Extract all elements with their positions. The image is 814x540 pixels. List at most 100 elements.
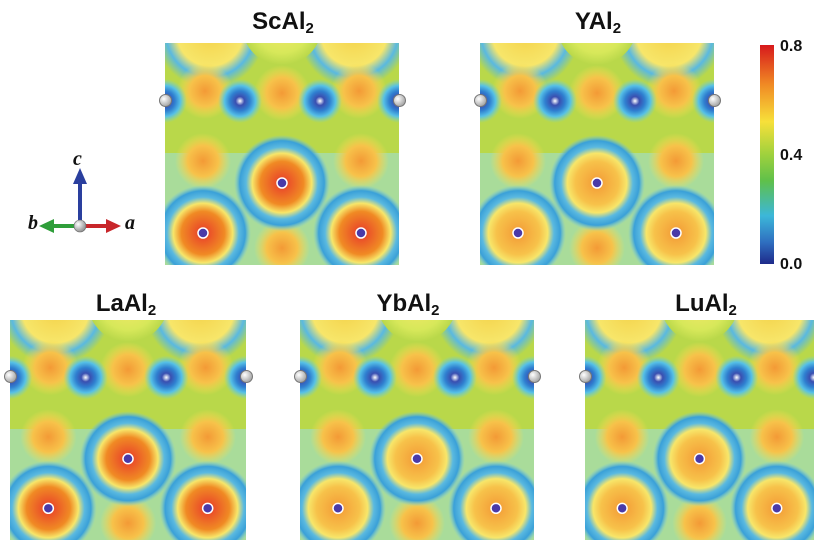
atom-marker xyxy=(122,453,134,465)
panel-title-yal2: YAl2 xyxy=(574,8,622,37)
panel-title-lual2: LuAl2 xyxy=(675,290,737,319)
al-site xyxy=(63,355,108,400)
edge-atom-icon xyxy=(4,370,17,383)
panel-title-scal2: ScAl2 xyxy=(252,8,314,37)
edge-atom-icon xyxy=(240,370,253,383)
density-map-scal2 xyxy=(165,43,399,265)
density-lobe xyxy=(672,495,727,540)
edge-atom-icon xyxy=(159,94,172,107)
density-lobe xyxy=(749,409,805,465)
al-site xyxy=(715,355,759,400)
al-site xyxy=(433,355,477,400)
al-site xyxy=(165,79,187,123)
top-arc xyxy=(381,320,453,342)
b-axis-label: b xyxy=(28,212,38,234)
density-lobe xyxy=(254,65,310,121)
density-lobe xyxy=(466,339,522,396)
colorbar-tick-mid: 0.4 xyxy=(780,147,803,164)
a-axis-label: a xyxy=(125,212,135,234)
top-arc xyxy=(561,43,633,65)
atom-marker xyxy=(771,502,783,514)
density-lobe xyxy=(594,409,650,465)
axis-arrows xyxy=(39,168,121,233)
top-arc xyxy=(664,320,735,342)
density-map-laal2 xyxy=(10,320,246,540)
re-site xyxy=(448,460,534,540)
atom-marker xyxy=(670,227,682,239)
re-site xyxy=(313,185,399,265)
al-site xyxy=(144,355,189,400)
atom-marker xyxy=(411,453,423,465)
edge-atom-icon xyxy=(708,94,721,107)
al-site xyxy=(636,355,680,400)
edge-atom-icon xyxy=(579,370,592,383)
colorbar-tick-bottom: 0.0 xyxy=(780,256,803,273)
atom-marker xyxy=(201,502,214,514)
density-lobe xyxy=(569,65,625,121)
atom-marker xyxy=(332,502,344,514)
re-site xyxy=(628,185,714,265)
edge-atom-icon xyxy=(294,370,307,383)
density-lobe xyxy=(569,220,625,265)
density-lobe xyxy=(254,220,310,265)
density-map-lual2 xyxy=(585,320,814,540)
density-lobe xyxy=(99,341,157,398)
density-map-yal2 xyxy=(480,43,714,265)
density-lobe xyxy=(177,339,234,396)
density-lobe xyxy=(175,133,231,189)
al-site xyxy=(613,79,657,123)
top-arc xyxy=(246,43,318,65)
al-site xyxy=(585,355,607,400)
atom-marker xyxy=(591,177,603,189)
panel-title-laal2: LaAl2 xyxy=(95,290,157,319)
al-site xyxy=(377,79,399,123)
al-site xyxy=(223,355,246,400)
al-site xyxy=(480,79,502,123)
density-lobe xyxy=(468,409,524,465)
al-site xyxy=(10,355,33,400)
colorbar xyxy=(760,45,774,264)
al-site xyxy=(300,355,322,400)
al-site xyxy=(353,355,397,400)
density-lobe xyxy=(99,495,157,540)
edge-atom-icon xyxy=(528,370,541,383)
al-site xyxy=(298,79,342,123)
colorbar-gradient xyxy=(760,45,774,264)
atom-marker xyxy=(276,177,288,189)
density-lobe xyxy=(331,63,387,119)
atom-marker xyxy=(355,227,367,239)
al-site xyxy=(533,79,577,123)
al-site xyxy=(792,355,814,400)
density-lobe xyxy=(646,63,702,119)
atom-marker xyxy=(512,227,524,239)
density-lobe xyxy=(333,133,389,189)
re-site xyxy=(480,185,566,265)
panel-title-ybal2: YbAl2 xyxy=(376,290,440,319)
axis-indicator xyxy=(30,150,140,240)
atom-marker xyxy=(42,502,55,514)
density-lobe xyxy=(310,409,366,465)
density-lobe xyxy=(648,133,704,189)
density-map-ybal2 xyxy=(300,320,534,540)
re-site xyxy=(729,460,814,540)
c-axis-label: c xyxy=(73,148,82,170)
edge-atom-icon xyxy=(474,94,487,107)
re-site xyxy=(165,185,251,265)
al-site xyxy=(692,79,714,123)
atom-marker xyxy=(197,227,209,239)
density-lobe xyxy=(490,133,546,189)
density-lobe xyxy=(179,409,236,465)
density-lobe xyxy=(389,495,445,540)
atom-marker xyxy=(616,502,628,514)
density-lobe xyxy=(389,341,445,398)
colorbar-tick-top: 0.8 xyxy=(780,38,803,55)
al-site xyxy=(512,355,534,400)
density-lobe xyxy=(20,409,77,465)
atom-marker xyxy=(490,502,502,514)
edge-atom-icon xyxy=(393,94,406,107)
al-site xyxy=(218,79,262,123)
atom-marker xyxy=(693,453,706,465)
top-arc xyxy=(91,320,165,342)
re-site xyxy=(585,460,670,540)
re-site xyxy=(10,460,97,540)
